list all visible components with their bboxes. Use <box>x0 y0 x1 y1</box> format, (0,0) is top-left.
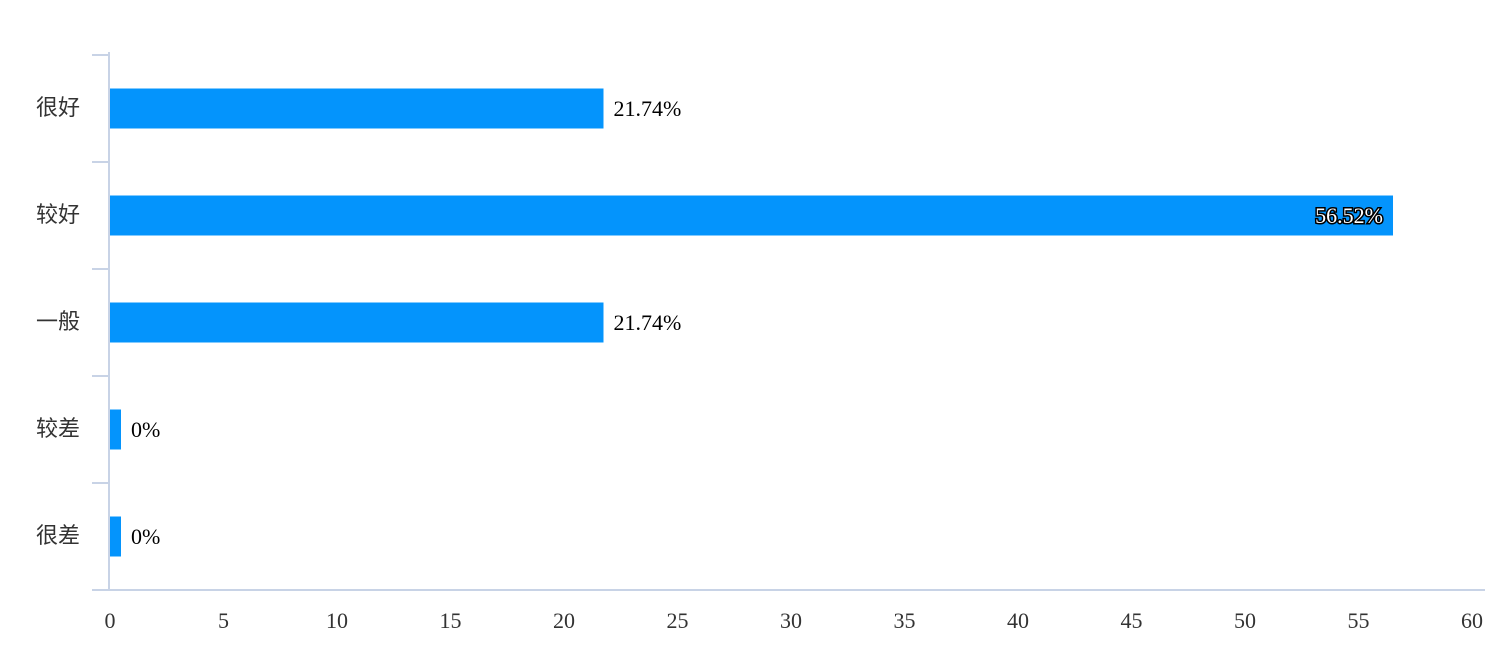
category-label-0: 很好 <box>36 96 80 121</box>
x-tick-label-6: 30 <box>780 608 802 633</box>
data-label-2: 21.74% <box>613 310 681 335</box>
x-tick-label-7: 35 <box>894 608 916 633</box>
bar-0 <box>110 88 604 129</box>
category-label-2: 一般 <box>36 310 80 335</box>
x-tick-label-4: 20 <box>553 608 575 633</box>
x-tick-label-0: 0 <box>105 608 116 633</box>
x-tick-label-12: 60 <box>1461 608 1483 633</box>
data-label-1: 56.52% <box>1315 203 1383 228</box>
bar-2 <box>110 302 604 343</box>
x-tick-label-8: 40 <box>1007 608 1029 633</box>
x-tick-label-5: 25 <box>667 608 689 633</box>
category-label-1: 较好 <box>36 203 80 228</box>
axes-group <box>92 52 1485 591</box>
category-label-3: 较差 <box>36 417 80 442</box>
x-tick-label-1: 5 <box>218 608 229 633</box>
labels-group: 很好 21.74% 较好 56.52% 一般 21.74% 较差 0% 很差 0% 0 5 10 15 20… <box>36 96 1483 633</box>
bars-group <box>110 88 1394 557</box>
x-tick-label-10: 50 <box>1234 608 1256 633</box>
bar-1 <box>110 195 1394 236</box>
x-tick-label-2: 10 <box>326 608 348 633</box>
data-label-3: 0% <box>131 417 160 442</box>
data-label-4: 0% <box>131 524 160 549</box>
data-label-0: 21.74% <box>613 96 681 121</box>
x-tick-label-11: 55 <box>1348 608 1370 633</box>
bar-3 <box>110 409 121 450</box>
bar-4 <box>110 516 121 557</box>
category-label-4: 很差 <box>36 524 80 549</box>
x-tick-label-3: 15 <box>440 608 462 633</box>
x-tick-label-9: 45 <box>1121 608 1143 633</box>
